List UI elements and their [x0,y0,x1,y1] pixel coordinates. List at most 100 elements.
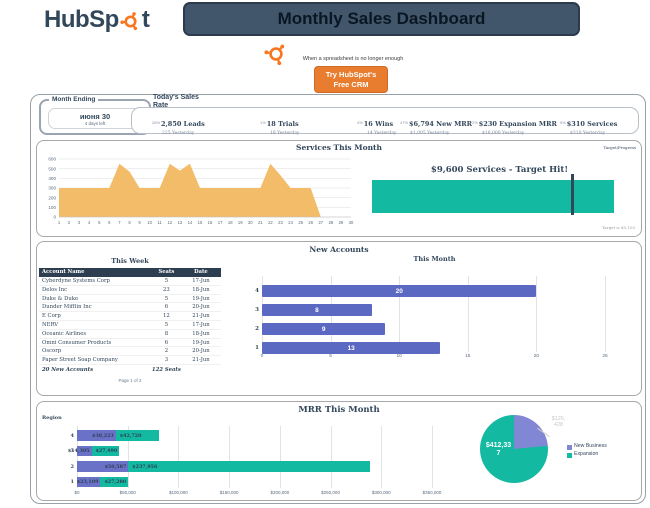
kpi-item: 5%$310 Services $310 Yesterday [560,113,617,136]
dashboard-container: Month Ending июня 30 4 days left Today's… [30,94,646,504]
table-row: Oceanic Airlines 8 18-Jun [39,330,221,339]
todays-sales-kpi-card: 26%2,850 Leads 225 Yesterday 1%18 Trials… [131,107,639,136]
gridline [467,276,469,352]
svg-text:18: 18 [228,220,233,225]
mrr-new-business-segment [77,476,101,487]
kpi-value: $310 Services [566,120,618,128]
gridline [536,276,538,352]
svg-text:3: 3 [78,220,81,225]
services-target-status: $9,600 Services - Target Hit! [430,165,569,175]
new-accounts-bar: 13 [262,342,441,354]
svg-text:500: 500 [48,166,56,171]
cell-date: 20-Jun [192,304,210,311]
cell-seats: 5 [164,295,169,302]
y-category-label: 2 [70,463,74,470]
bar-value-label: 9 [321,325,326,333]
cell-seats: 6 [164,304,169,311]
logo-text-suffix: t [141,6,150,33]
this-week-title: This Week [111,257,149,265]
kpi-item: 4%16 Wins 14 Yesterday [357,113,396,136]
mrr-expansion-segment [128,461,370,472]
kpi-item: 47%$6,794 New MRR $1,005 Yesterday [400,113,472,136]
target-marker [571,174,574,215]
pie-new-business-value-label: $126,428 [551,416,566,429]
days-left-label: 4 days left [84,121,106,126]
kpi-value: $6,794 New MRR [409,120,473,128]
segment-value-label: $14,305 [67,448,90,454]
table-row: Omni Consumer Products 6 19-Jun [39,339,221,348]
gridline [178,426,180,488]
x-tick-label: 0 [260,354,264,359]
cell-seats: 6 [164,339,169,346]
kpi-main-line: 4%16 Wins [357,113,396,131]
kpi-item: 26%2,850 Leads 225 Yesterday [152,113,205,136]
segment-value-label: $237,956 [132,463,158,470]
gridline [127,426,129,488]
svg-text:17: 17 [218,220,223,225]
try-free-crm-button[interactable]: Try HubSpot's Free CRM [314,66,388,93]
x-tick-label: $200,000 [270,490,290,495]
new-accounts-panel: New Accounts This Week Account Name Seat… [36,241,642,396]
segment-value-label: $23,109 [76,479,99,485]
y-category-label: 1 [255,345,259,351]
table-body: Cyberdyne Systems Corp 5 17-Jun Delos In… [39,277,221,365]
hubspot-sprocket-icon [264,44,285,66]
this-month-chart-title: This Month [413,255,456,263]
page-indicator: Page 1 of 2 [118,378,142,383]
svg-text:24: 24 [288,220,293,225]
svg-text:28: 28 [329,220,334,225]
cell-seats: 12 [163,313,170,320]
kpi-change-badge: 26% [152,120,161,125]
table-row: NERV 5 17-Jun [39,321,221,330]
x-tick-label: $100,000 [169,490,188,495]
todays-sales-heading-line1: Today's Sales [153,94,199,101]
cell-account-name: Cyberdyne Systems Corp [42,278,110,284]
new-accounts-bar: 20 [262,285,537,297]
kpi-main-line: 1%18 Trials [260,113,299,131]
svg-text:30: 30 [349,220,354,225]
cell-seats: 8 [164,330,169,337]
cell-seats: 5 [164,278,169,284]
services-panel: Services This Month Target/Progress 0 100… [36,140,642,237]
legend-swatch-expansion [567,453,572,458]
svg-text:14: 14 [188,220,193,225]
svg-text:15: 15 [198,220,203,225]
cell-date: 17-Jun [192,321,210,328]
month-value: июня 30 [79,112,111,121]
svg-text:10: 10 [147,220,152,225]
kpi-value: $230 Expansion MRR [478,120,557,128]
cta-line1: Try HubSpot's [325,70,377,80]
column-header-seats: Seats [158,269,175,275]
cell-date: 20-Jun [192,348,210,355]
kpi-yesterday: 14 Yesterday [367,131,397,136]
bar-value-label: 8 [315,306,319,314]
kpi-main-line: 47%$6,794 New MRR [400,113,472,131]
kpi-change-badge: 5% [560,120,566,125]
svg-text:25: 25 [298,220,303,225]
cell-date: 21-Jun [192,313,210,320]
hubspot-logo: HubSp t [44,6,150,34]
bar-value-label: 13 [347,344,355,352]
svg-text:12: 12 [167,220,172,225]
y-category-label: 3 [255,307,259,313]
svg-text:7: 7 [118,220,121,225]
x-tick-label: $300,000 [371,490,391,495]
svg-text:23: 23 [278,220,283,225]
mrr-new-business-segment [77,461,129,472]
gridline [432,426,433,488]
legend-item-expansion: Expansion [567,451,608,458]
pie-legend: New Business Expansion [567,443,608,460]
gridline [229,426,231,488]
mrr-new-business-segment [77,430,116,441]
segment-value-label: $42,720 [119,432,142,439]
promo-tagline: When a spreadsheet is no longer enough [302,56,404,62]
target-progress-label: Target/Progress [603,145,637,150]
svg-text:29: 29 [339,220,344,225]
month-selector[interactable]: июня 30 4 days left [48,108,142,129]
services-progress-bar [372,180,614,213]
table-row: Duke & Duke 5 19-Jun [39,295,221,304]
table-footer-row: 20 New Accounts 122 Seats [39,365,221,375]
cell-date: 19-Jun [192,339,210,346]
segment-value-label: $27,490 [95,448,118,454]
